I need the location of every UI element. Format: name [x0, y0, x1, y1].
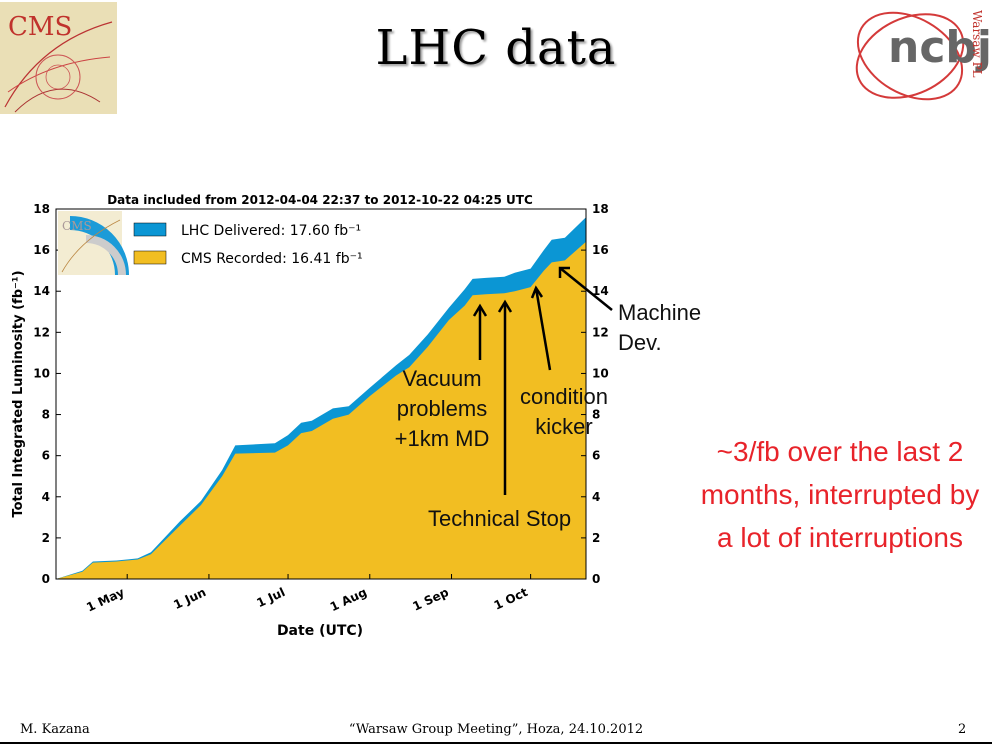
- legend-emblem-text: CMS: [62, 219, 92, 233]
- legend-swatch-recorded: [133, 250, 167, 265]
- y-tick-label: 8: [42, 408, 50, 422]
- annotation-line: Vacuum: [402, 366, 482, 391]
- ncbj-logo: ncbj Warsaw PL: [855, 10, 990, 101]
- x-tick-label: 1 May: [84, 585, 126, 615]
- y-tick-label: 12: [33, 325, 50, 339]
- luminosity-chart: Data included from 2012-04-04 22:37 to 2…: [11, 193, 613, 639]
- footer-meeting: “Warsaw Group Meeting”, Hoza, 24.10.2012: [348, 722, 644, 737]
- annotation-line: Dev.: [618, 330, 662, 355]
- y-tick-label: 18: [33, 202, 50, 216]
- annotation-machine-dev: Machine Dev.: [618, 298, 701, 358]
- x-axis-label: Date (UTC): [277, 623, 363, 639]
- y-tick-label: 0: [42, 572, 50, 586]
- legend-cms-emblem: CMS: [58, 211, 129, 276]
- y-tick-label: 6: [42, 449, 50, 463]
- x-tick-label: 1 Jun: [171, 585, 208, 612]
- x-tick-label: 1 Sep: [411, 585, 452, 614]
- y-tick-label-right: 18: [592, 202, 609, 216]
- chart-title: Data included from 2012-04-04 22:37 to 2…: [107, 193, 533, 207]
- y-tick-label: 4: [42, 490, 50, 504]
- legend-label-delivered: LHC Delivered: 17.60 fb⁻¹: [181, 223, 361, 239]
- annotation-condition-kicker: condition kicker: [508, 382, 620, 442]
- slide-title: LHC data: [375, 20, 617, 76]
- annotation-vacuum: Vacuum problems +1km MD: [382, 364, 502, 454]
- warsaw-label: Warsaw PL: [970, 10, 984, 78]
- y-tick-label-right: 14: [592, 284, 609, 298]
- annotation-technical-stop: Technical Stop: [428, 506, 572, 531]
- x-tick-label: 1 Aug: [328, 585, 369, 614]
- y-tick-label: 10: [33, 366, 50, 380]
- legend-label-recorded: CMS Recorded: 16.41 fb⁻¹: [181, 251, 363, 267]
- plot-frame: [55, 208, 587, 580]
- y-tick-label-right: 2: [592, 531, 600, 545]
- ncbj-mark: ncbj: [888, 22, 990, 73]
- footer-rule: [0, 742, 992, 744]
- y-tick-label-right: 6: [592, 449, 600, 463]
- y-tick-label-right: 8: [592, 408, 600, 422]
- annotation-line: problems: [396, 396, 488, 421]
- annotation-line: +1km MD: [394, 426, 490, 451]
- x-tick-label: 1 Jul: [255, 585, 288, 610]
- x-tick-label: 1 Oct: [492, 585, 530, 613]
- arrow-machine-dev: [559, 267, 613, 311]
- annotation-line: condition: [519, 384, 609, 409]
- y-axis-label: Total Integrated Luminosity (fb⁻¹): [11, 270, 26, 517]
- cms-logo: CMS: [0, 2, 117, 114]
- arrow-condition-kicker: [534, 287, 552, 371]
- footer-author: M. Kazana: [20, 722, 90, 737]
- annotation-line: Machine: [618, 300, 702, 325]
- annotation-line: kicker: [535, 414, 593, 439]
- summary-note: ~3/fb over the last 2 months, interrupte…: [700, 436, 980, 553]
- y-tick-label: 2: [42, 531, 50, 545]
- area-cms-recorded: [56, 241, 586, 579]
- y-tick-label-right: 4: [592, 490, 600, 504]
- y-tick-label: 14: [33, 284, 50, 298]
- legend: CMS LHC Delivered: 17.60 fb⁻¹ CMS Record…: [58, 211, 363, 276]
- y-tick-label-right: 10: [592, 366, 609, 380]
- footer-page-number: 2: [958, 722, 967, 737]
- annotation-arrows: [472, 266, 613, 495]
- legend-swatch-delivered: [133, 222, 167, 237]
- y-tick-label-right: 16: [592, 243, 609, 257]
- y-tick-label: 16: [33, 243, 50, 257]
- y-tick-label-right: 0: [592, 572, 600, 586]
- y-tick-label-right: 12: [592, 325, 609, 339]
- cms-logo-text: CMS: [8, 12, 72, 42]
